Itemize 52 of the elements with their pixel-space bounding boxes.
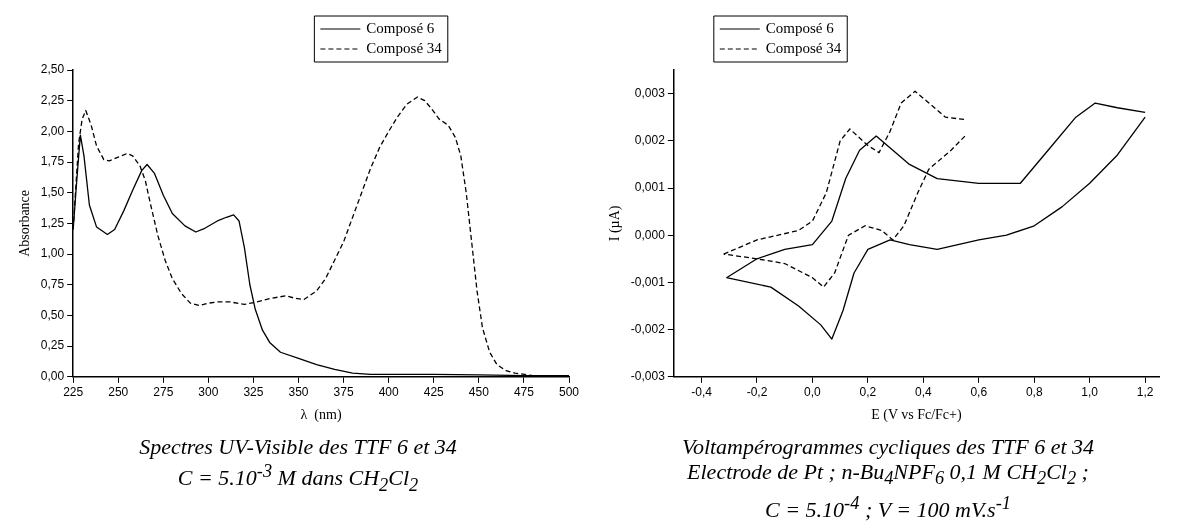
y-tick-label: 0,25	[40, 338, 65, 353]
y-tick-label: 1,75	[40, 154, 65, 169]
y-tick-label: 0,002	[634, 133, 666, 148]
x-tick-label: 375	[333, 385, 354, 400]
y-tick-label: 0,75	[40, 277, 65, 292]
x-tick-label: 475	[513, 385, 535, 400]
y-tick-label: 2,50	[40, 62, 65, 77]
x-tick-label: 0,4	[915, 385, 933, 400]
y-axis-title: Absorbance	[17, 189, 33, 257]
legend-label: Composé 6	[366, 19, 435, 36]
y-tick-label: 2,00	[40, 123, 65, 138]
x-tick-label: 300	[198, 385, 219, 400]
x-tick-label: 400	[378, 385, 400, 400]
text: Voltampérogrammes cycliques des TTF 6 et 34	[681, 434, 1095, 459]
x-tick-label: 500	[558, 385, 580, 400]
x-axis-title: λ (nm)	[300, 407, 342, 424]
y-tick-label: 0,00	[40, 369, 65, 384]
x-tick-label: 250	[108, 385, 129, 400]
text: C = 5.10$^{-3}$ M dans CH$_{2}$Cl$_{2}$	[176, 460, 420, 497]
y-tick-label: 0,003	[634, 85, 666, 100]
legend-label: Composé 6	[765, 19, 835, 36]
legend-label: Composé 34	[366, 39, 443, 56]
legend-label: Composé 34	[765, 39, 842, 56]
y-tick-label: -0,003	[630, 369, 666, 384]
x-axis-title: E (V vs Fc/Fc+)	[871, 407, 962, 424]
x-tick-label: 0,2	[859, 385, 877, 400]
y-tick-label: 0,001	[634, 180, 666, 195]
y-tick-label: 1,50	[40, 185, 65, 200]
y-tick-label: 0,50	[40, 307, 65, 322]
x-tick-label: 350	[288, 385, 309, 400]
x-tick-label: 275	[153, 385, 174, 400]
x-tick-label: 450	[468, 385, 490, 400]
y-tick-label: -0,001	[630, 274, 666, 289]
x-tick-label: -0,4	[691, 385, 713, 400]
x-tick-label: 0,6	[970, 385, 988, 400]
y-tick-label: -0,002	[630, 321, 666, 336]
text: C = 5.10$^{-4}$ ; V = 100 mV.s$^{-1}$	[764, 492, 1012, 523]
x-tick-label: 1,2	[1136, 385, 1154, 400]
x-tick-label: 425	[423, 385, 445, 400]
y-tick-label: 2,25	[40, 92, 65, 107]
x-tick-label: 1,0	[1081, 385, 1099, 400]
x-tick-label: 225	[63, 385, 84, 400]
text: Electrode de Pt ; n-Bu$_{4}$NPF$_{6}$ 0,1 M CH$_{2}$Cl$_{2}$ ;	[687, 459, 1089, 489]
x-tick-label: 325	[243, 385, 264, 400]
x-tick-label: 0,0	[804, 385, 822, 400]
x-tick-label: 0,8	[1025, 385, 1043, 400]
y-tick-label: 0,000	[634, 227, 666, 242]
y-axis-title: I (µA)	[607, 205, 624, 242]
x-tick-label: -0,2	[746, 385, 768, 400]
y-tick-label: 1,00	[40, 246, 65, 261]
text: Spectres UV-Visible des TTF 6 et 34	[139, 434, 457, 459]
y-tick-label: 1,25	[40, 215, 65, 230]
